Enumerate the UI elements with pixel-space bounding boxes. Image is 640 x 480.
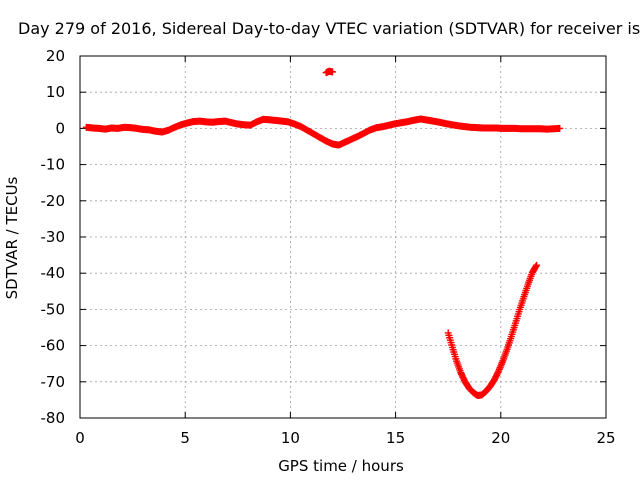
x-tick-label: 15 <box>386 429 405 447</box>
x-tick-label: 20 <box>491 429 510 447</box>
data-point <box>494 368 502 376</box>
x-tick-label: 25 <box>596 429 615 447</box>
y-axis-label: SDTVAR / TECUs <box>3 176 21 299</box>
data-point <box>532 262 540 270</box>
y-tick-label: -70 <box>41 373 66 391</box>
plot-frame <box>79 55 607 419</box>
data-point <box>328 68 336 76</box>
y-tick-label: 0 <box>55 119 65 137</box>
y-tick-label: -40 <box>41 264 66 282</box>
axis-ticks: 0 5 10 15 20 25 -80 -70 -60 -50 -40 -30 -20 -10 0 10 20 <box>41 47 616 447</box>
y-tick-label: -10 <box>41 156 66 174</box>
x-tick-label: 0 <box>75 429 85 447</box>
y-tick-label: -80 <box>41 409 66 427</box>
data-point <box>556 124 564 132</box>
data-point <box>533 261 541 269</box>
y-tick-label: -50 <box>41 300 66 318</box>
data-points <box>82 67 564 400</box>
chart-title: Day 279 of 2016, Sidereal Day-to-day VTE… <box>18 19 640 38</box>
y-tick-label: -60 <box>41 337 66 355</box>
x-tick-label: 10 <box>281 429 300 447</box>
y-tick-label: -30 <box>41 228 66 246</box>
grid <box>80 56 606 418</box>
x-axis-label: GPS time / hours <box>278 457 404 475</box>
y-tick-label: 10 <box>46 83 65 101</box>
y-tick-label: 20 <box>46 47 65 65</box>
y-tick-label: -20 <box>41 192 66 210</box>
x-tick-label: 5 <box>180 429 190 447</box>
